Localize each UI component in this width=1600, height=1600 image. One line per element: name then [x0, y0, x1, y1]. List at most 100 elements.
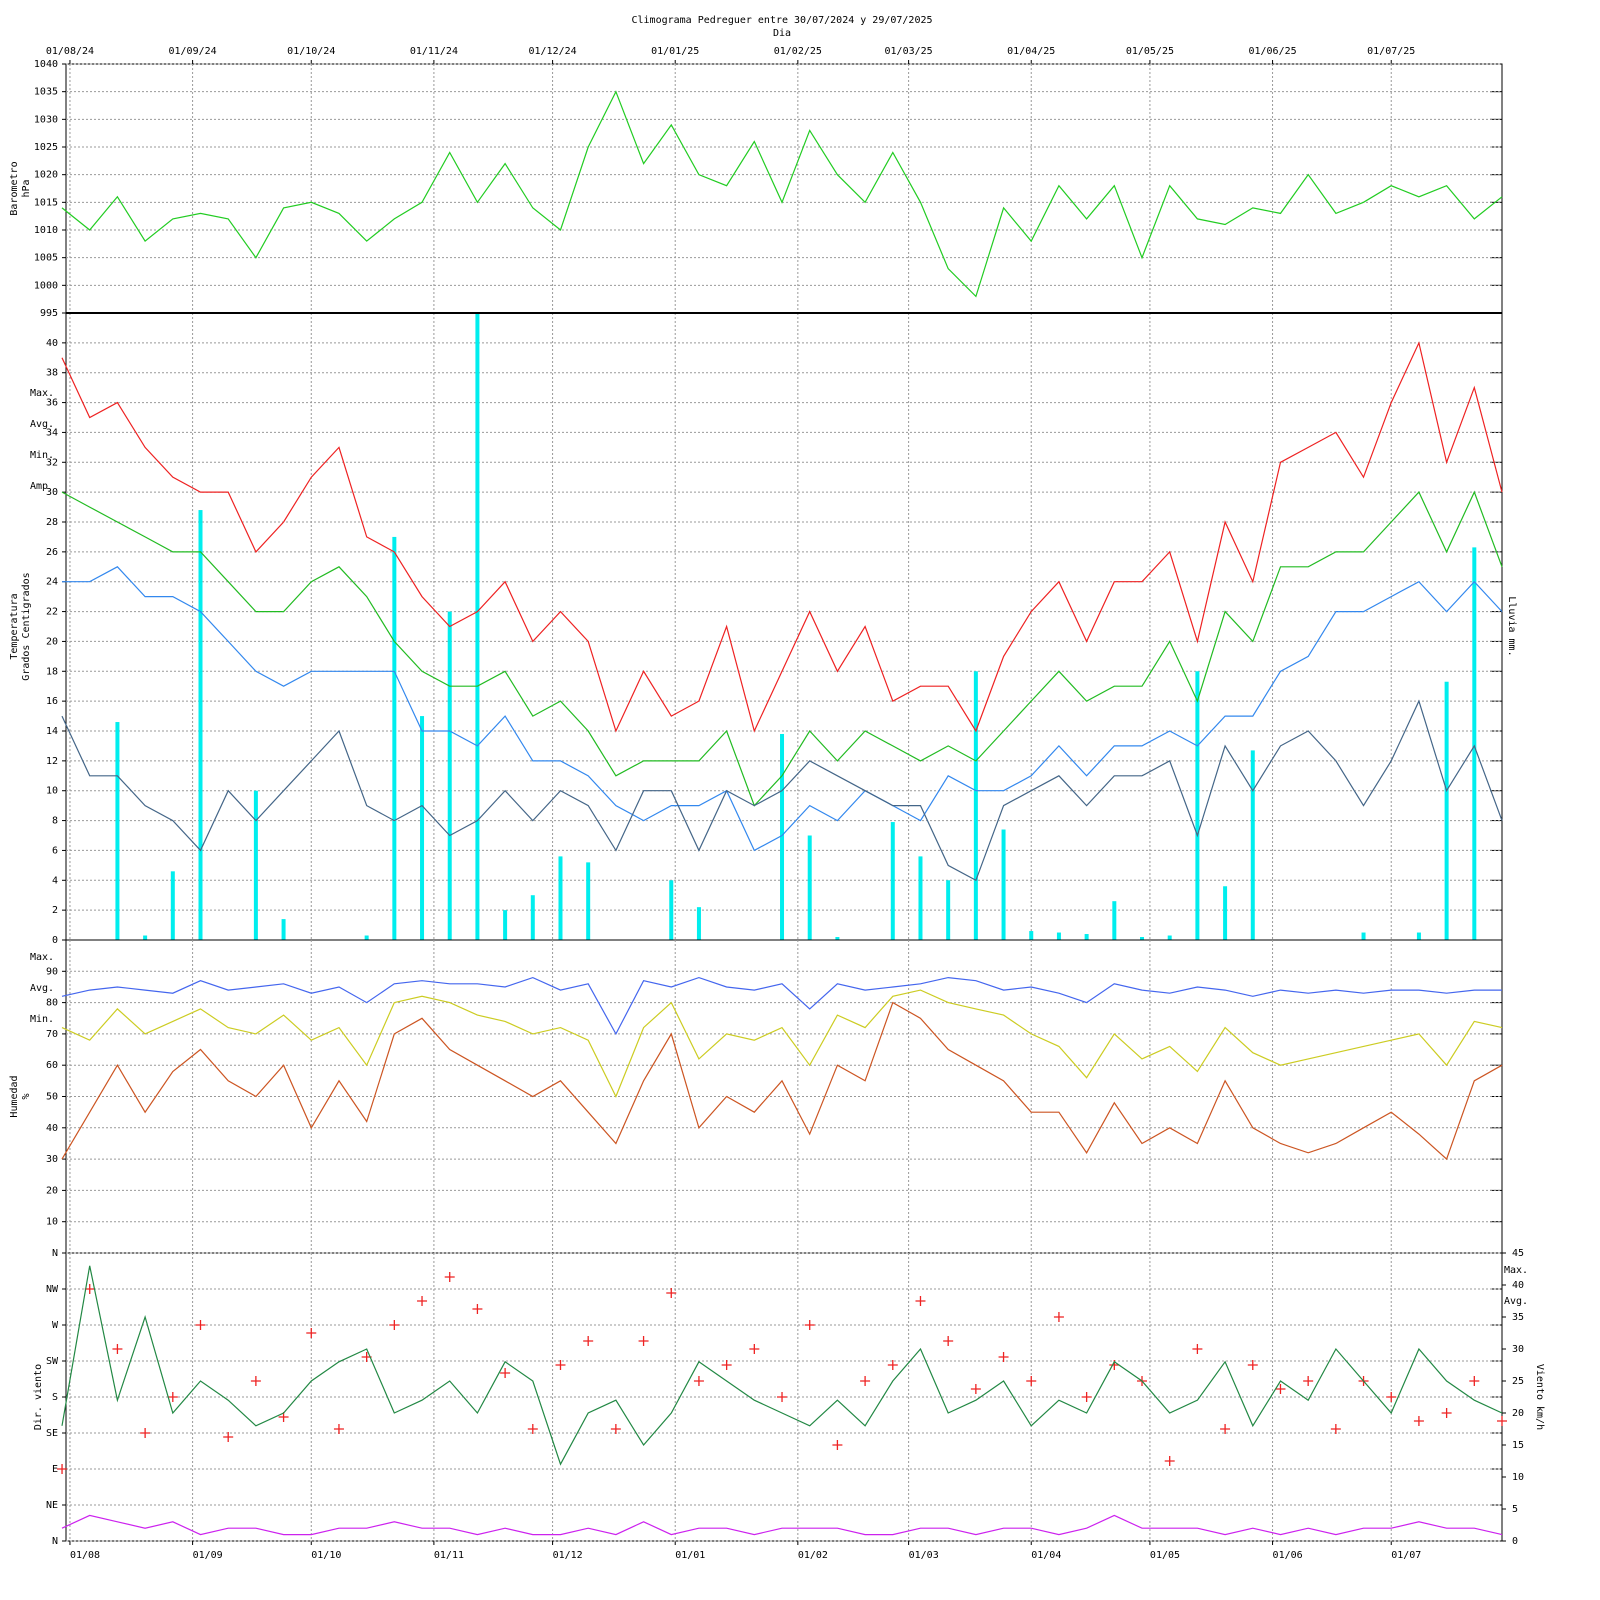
- series-line: [61, 90, 1503, 298]
- legend-label: Max.: [30, 952, 54, 963]
- wind-direction-marker: [1164, 1456, 1175, 1466]
- wind-direction-marker: [112, 1344, 123, 1354]
- y-tick-label: 32: [46, 457, 58, 468]
- wind-direction-marker: [638, 1336, 649, 1346]
- rain-bar: [364, 935, 369, 940]
- wind-direction-marker: [777, 1392, 788, 1402]
- x-tick-label: 01/02: [798, 1550, 828, 1561]
- x-axis-label: Dia: [773, 28, 791, 39]
- y-tick-label: 60: [46, 1060, 58, 1071]
- wind-direction-marker: [527, 1424, 538, 1434]
- y-axis-label: Grados Centigrados: [21, 572, 32, 680]
- y-tick-label: 40: [46, 1123, 58, 1134]
- y-tick-label: 995: [40, 308, 58, 319]
- wind-direction-marker: [444, 1272, 455, 1282]
- wind-direction-marker: [887, 1360, 898, 1370]
- rain-bar: [253, 790, 258, 940]
- x-tick-label: 01/01/25: [651, 46, 699, 57]
- wind-direction-marker: [832, 1440, 843, 1450]
- rain-bar: [198, 510, 203, 940]
- wind-direction-marker: [666, 1288, 677, 1298]
- x-tick-label: 01/07: [1391, 1550, 1421, 1561]
- y-tick-label: E: [52, 1464, 58, 1475]
- y-tick-label: NE: [46, 1500, 58, 1511]
- x-tick-label: 01/01: [675, 1550, 705, 1561]
- y-tick-label: 36: [46, 398, 58, 409]
- y-tick-label: 18: [46, 666, 58, 677]
- series-line: [61, 1001, 1503, 1161]
- x-tick-label: 01/04/25: [1007, 46, 1055, 57]
- wind-direction-marker: [500, 1368, 511, 1378]
- rain-bar: [1195, 671, 1200, 940]
- y-tick-label: N: [52, 1248, 58, 1259]
- rain-bar: [1029, 931, 1034, 940]
- y-axis-label: Humedad: [9, 1075, 20, 1117]
- rain-bar: [1250, 750, 1255, 940]
- rain-bar: [973, 671, 978, 940]
- wind-direction-marker: [195, 1320, 206, 1330]
- y-tick-label: 4: [52, 875, 58, 886]
- y-tick-label: 10: [46, 1217, 58, 1228]
- rain-bar: [696, 907, 701, 940]
- y2-tick-label: 30: [1512, 1344, 1524, 1355]
- wind-direction-marker: [583, 1336, 594, 1346]
- x-tick-label: 01/06: [1273, 1550, 1303, 1561]
- y-tick-label: 40: [46, 338, 58, 349]
- y-tick-label: 34: [46, 427, 58, 438]
- wind-direction-marker: [1441, 1408, 1452, 1418]
- wind-direction-marker: [417, 1296, 428, 1306]
- wind-direction-marker: [970, 1384, 981, 1394]
- x-tick-label: 01/11: [434, 1550, 464, 1561]
- wind-direction-marker: [1081, 1392, 1092, 1402]
- y-axis-label: %: [21, 1093, 32, 1099]
- y2-tick-label: 20: [1512, 1408, 1524, 1419]
- legend-label: Min.: [30, 450, 54, 461]
- rain-bar: [780, 733, 785, 940]
- rain-bar: [143, 935, 148, 940]
- rain-bar: [890, 822, 895, 940]
- y-tick-label: 1005: [34, 253, 58, 264]
- y-axis-label: Dir. viento: [33, 1364, 44, 1430]
- y-tick-label: 20: [46, 636, 58, 647]
- rain-bar: [475, 313, 480, 940]
- rain-bar: [420, 716, 425, 940]
- y-tick-label: 26: [46, 547, 58, 558]
- rain-bar: [558, 856, 563, 940]
- y-tick-label: W: [52, 1320, 59, 1331]
- rain-bar: [115, 722, 120, 940]
- y-tick-label: S: [52, 1392, 58, 1403]
- y-tick-label: 30: [46, 1154, 58, 1165]
- x-tick-label: 01/08: [70, 1550, 100, 1561]
- y-axis-label: Barometro: [9, 161, 20, 215]
- y-tick-label: SW: [46, 1356, 59, 1367]
- rain-bar: [1001, 829, 1006, 940]
- x-tick-label: 01/09/24: [169, 46, 217, 57]
- rain-bar: [1361, 932, 1366, 940]
- y-tick-label: SE: [46, 1428, 58, 1439]
- wind-direction-marker: [693, 1376, 704, 1386]
- rain-bar: [447, 611, 452, 940]
- y-tick-label: 1035: [34, 87, 58, 98]
- wind-direction-marker: [1303, 1376, 1314, 1386]
- wind-direction-marker: [472, 1304, 483, 1314]
- legend-label: Avg.: [30, 983, 54, 994]
- wind-direction-marker: [1192, 1344, 1203, 1354]
- series-line: [61, 1265, 1503, 1466]
- y-tick-label: 2: [52, 905, 58, 916]
- x-tick-label: 01/12: [553, 1550, 583, 1561]
- wind-direction-marker: [223, 1432, 234, 1442]
- wind-direction-marker: [389, 1320, 400, 1330]
- wind-direction-marker: [1386, 1392, 1397, 1402]
- wind-direction-marker: [333, 1424, 344, 1434]
- rain-bar: [530, 895, 535, 940]
- y-tick-label: 6: [52, 845, 58, 856]
- series-line: [61, 976, 1502, 1036]
- series-line: [62, 566, 1503, 852]
- wind-direction-marker: [167, 1392, 178, 1402]
- y-tick-label: 1040: [34, 59, 58, 70]
- y-tick-label: 90: [46, 966, 58, 977]
- y-tick-label: 30: [46, 487, 58, 498]
- y-tick-label: 24: [46, 577, 58, 588]
- y-tick-label: 22: [46, 607, 58, 618]
